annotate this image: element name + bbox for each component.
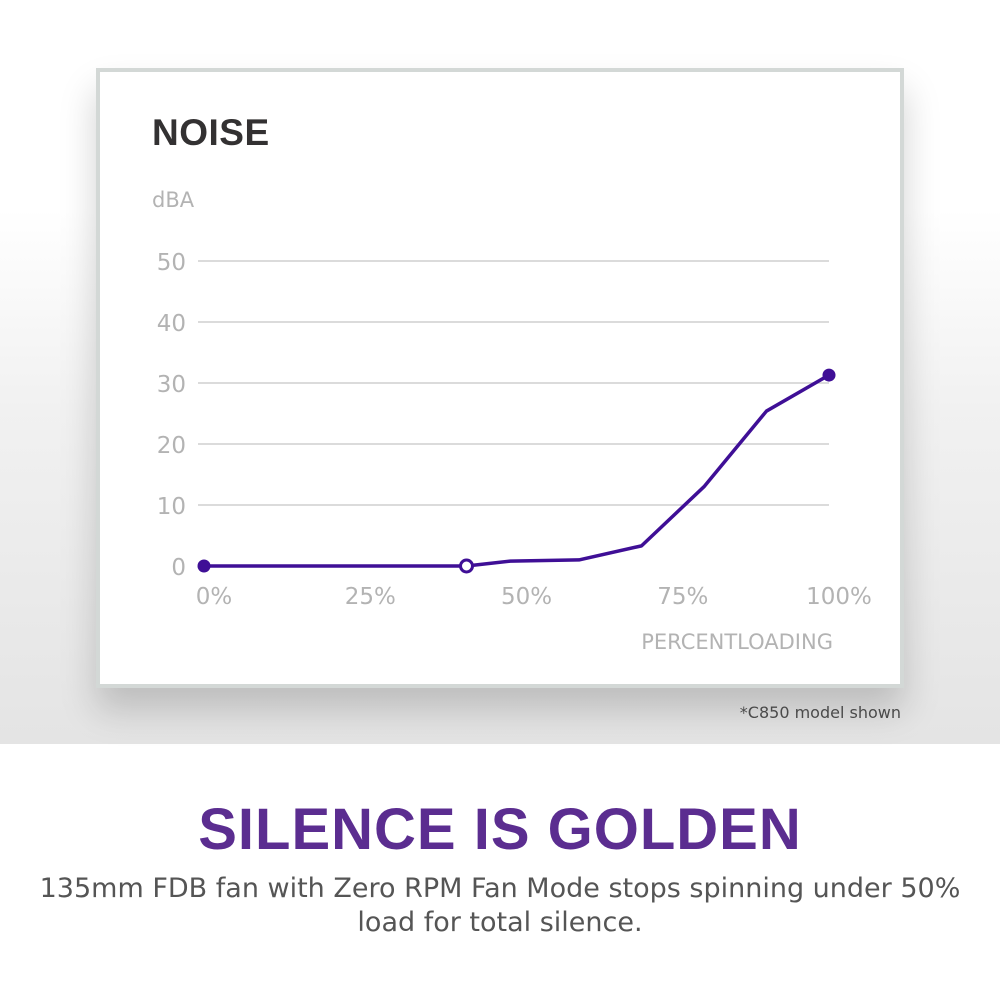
data-point-marker (822, 368, 836, 382)
y-tick-label: 0 (171, 555, 186, 581)
x-tick-label: 50% (501, 584, 552, 610)
y-tick-label: 40 (157, 311, 186, 337)
y-axis-label: dBA (152, 188, 195, 212)
y-tick-label: 50 (157, 250, 186, 276)
headline: SILENCE IS GOLDEN (198, 797, 802, 862)
chart-title: NOISE (152, 112, 270, 153)
noise-chart-card: NOISE dBA 0 10 20 30 40 50 0% 25% 50% 75% 100% PERCE… (96, 68, 904, 688)
noise-line (204, 373, 830, 568)
x-tick-label: 75% (657, 584, 708, 610)
y-tick-label: 10 (157, 494, 186, 520)
model-footnote: *C850 model shown (739, 703, 901, 722)
x-tick-label: 0% (196, 584, 233, 610)
x-tick-label: 25% (345, 584, 396, 610)
data-point-marker (197, 559, 211, 573)
y-tick-label: 20 (157, 433, 186, 459)
feature-description: 135mm FDB fan with Zero RPM Fan Mode sto… (39, 873, 961, 938)
zero-rpm-threshold-marker (459, 558, 474, 574)
y-tick-label: 30 (157, 372, 186, 398)
x-axis-label: PERCENTLOADING (641, 630, 833, 654)
noise-line-chart: dBA 0 10 20 30 40 50 0% 25% 50% 75% 100% PERCENTLOAD… (152, 188, 872, 654)
x-tick-label: 100% (806, 584, 872, 610)
